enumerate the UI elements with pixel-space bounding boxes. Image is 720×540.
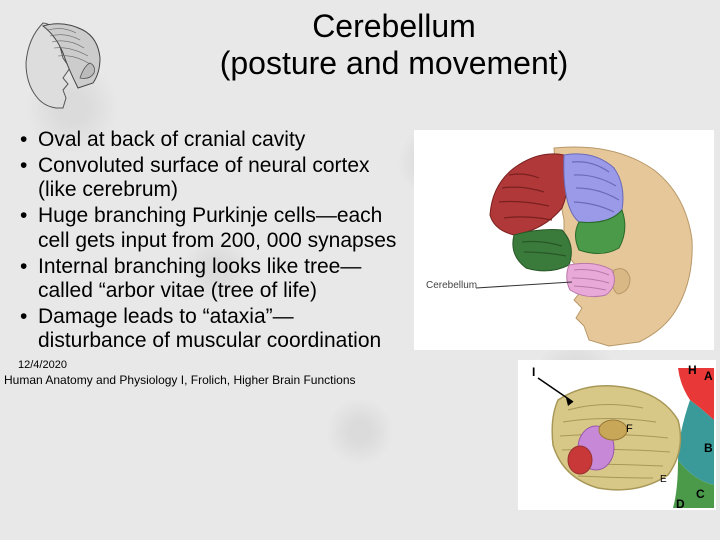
head-sagittal-icon <box>8 8 128 118</box>
title-line-1: Cerebellum <box>128 8 660 45</box>
list-item: Internal branching looks like tree—calle… <box>18 255 403 303</box>
list-item: Oval at back of cranial cavity <box>18 128 403 152</box>
list-item: Huge branching Purkinje cells—each cell … <box>18 204 403 252</box>
svg-text:F: F <box>626 423 633 435</box>
slide-title: Cerebellum (posture and movement) <box>128 8 720 82</box>
svg-text:D: D <box>676 497 685 510</box>
bullet-list: Oval at back of cranial cavity Convolute… <box>18 128 403 353</box>
svg-text:C: C <box>696 487 705 501</box>
cerebellum-diagram: A B C D E F H I <box>518 360 716 510</box>
brain-head-illustration: Cerebellum <box>414 130 714 350</box>
svg-text:E: E <box>660 474 667 485</box>
svg-text:H: H <box>688 363 697 377</box>
list-item: Damage leads to “ataxia”— disturbance of… <box>18 305 403 353</box>
svg-text:A: A <box>704 369 713 383</box>
svg-text:B: B <box>704 441 713 455</box>
svg-text:I: I <box>532 365 535 379</box>
cerebellum-label: Cerebellum <box>426 280 477 291</box>
list-item: Convoluted surface of neural cortex (lik… <box>18 154 403 202</box>
slide-header: Cerebellum (posture and movement) <box>0 0 720 118</box>
title-line-2: (posture and movement) <box>128 45 660 82</box>
